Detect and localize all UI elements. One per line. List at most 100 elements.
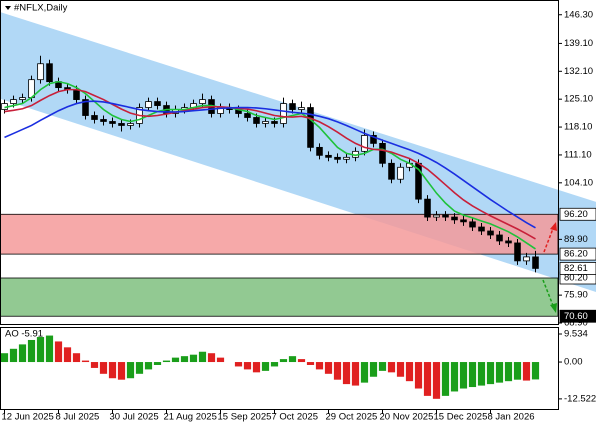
ao-bar — [459, 362, 468, 389]
ao-bar — [369, 362, 378, 377]
candle-body — [199, 99, 206, 104]
x-tick-label: 7 Oct 2025 — [272, 412, 318, 423]
ao-bar — [477, 362, 486, 386]
ao-bar — [333, 362, 342, 380]
price-tag-label: 96.20 — [564, 209, 588, 220]
ao-bar — [216, 357, 225, 363]
y-tick-label: 68.90 — [564, 318, 588, 329]
ao-bar — [531, 362, 540, 380]
price-tag — [559, 207, 596, 221]
ao-bar — [315, 362, 324, 370]
candle-body — [523, 256, 530, 262]
price-tag-label: 82.61 — [564, 263, 588, 274]
y-tick-label: 89.90 — [564, 234, 588, 245]
ao-bar — [522, 362, 531, 381]
candle-body — [91, 115, 98, 120]
ao-bar — [270, 362, 279, 367]
candle-body — [289, 103, 296, 110]
price-frame — [0, 0, 559, 325]
ao-bar — [486, 362, 495, 385]
candle-body — [451, 216, 458, 221]
ao-bar — [18, 344, 27, 363]
candle-body — [379, 142, 386, 164]
price-tag-label: 86.20 — [564, 249, 588, 260]
ao-bar — [99, 362, 108, 374]
ao-bar — [405, 362, 414, 382]
ao-bar — [126, 362, 135, 379]
candle-body — [145, 101, 152, 108]
candle-body — [325, 154, 332, 158]
candle-body — [307, 107, 314, 148]
ao-bar — [450, 362, 459, 392]
price-tag — [559, 309, 596, 323]
ao-bar — [414, 362, 423, 389]
ao-bar — [162, 360, 171, 363]
candle-body — [343, 156, 350, 160]
candle-body — [271, 121, 278, 124]
ao-bar — [261, 362, 270, 371]
candle-body — [100, 119, 107, 122]
x-tick-label: 12 Jun 2025 — [2, 412, 54, 423]
candle-body — [154, 101, 161, 106]
ao-bar — [171, 357, 180, 363]
candle-body — [532, 256, 539, 269]
ao-bar — [0, 353, 9, 363]
x-tick-label: 8 Jul 2025 — [56, 412, 100, 423]
y-tick-label: 146.30 — [564, 9, 593, 20]
ao-bar — [90, 362, 99, 368]
ao-bar — [297, 359, 306, 363]
candle-body — [478, 226, 485, 232]
ao-bar — [513, 362, 522, 380]
candle-body — [460, 219, 467, 223]
ao-bar — [495, 362, 504, 383]
ao-bar — [27, 339, 36, 363]
ao-bar — [72, 353, 81, 363]
y-tick-label: -12.522 — [564, 393, 596, 404]
candle-body — [433, 214, 440, 218]
x-tick-label: 30 Jul 2025 — [110, 412, 159, 423]
candle-body — [127, 123, 134, 126]
ao-bar — [342, 362, 351, 385]
ao-bar — [279, 359, 288, 363]
candle-body — [334, 156, 341, 160]
candle-body — [496, 234, 503, 242]
y-tick-label: 132.10 — [564, 66, 593, 77]
candle-body — [442, 214, 449, 218]
ao-bar — [189, 354, 198, 363]
y-tick-label: 118.10 — [564, 122, 592, 133]
ao-bar — [504, 362, 513, 382]
ao-bar — [36, 337, 45, 363]
arrow-head — [550, 303, 557, 313]
moving-average — [4, 80, 536, 250]
candle-body — [37, 63, 44, 81]
candle-body — [487, 230, 494, 236]
price-tag — [559, 247, 596, 261]
moving-average — [4, 88, 536, 240]
ao-bar — [180, 356, 189, 363]
ao-bar — [135, 362, 144, 374]
candle-body — [298, 107, 305, 110]
arrow-down — [542, 279, 555, 309]
zone — [0, 277, 559, 317]
candle-body — [118, 123, 125, 126]
y-tick-label: 111.10 — [564, 149, 592, 160]
ao-bar — [468, 362, 477, 388]
candle-body — [424, 198, 431, 218]
x-tick-label: 29 Oct 2025 — [326, 412, 378, 423]
ao-bar — [252, 362, 261, 373]
candle-body — [82, 99, 89, 116]
ao-bar — [378, 362, 387, 371]
ao-bar — [198, 351, 207, 363]
ao-frame — [0, 327, 559, 410]
ao-bar — [288, 356, 297, 363]
price-tag-label: 80.20 — [564, 273, 588, 284]
candle-body — [10, 99, 17, 104]
ao-bar — [117, 362, 126, 380]
y-tick-label: 139.10 — [564, 38, 593, 49]
x-tick-label: 21 Aug 2025 — [164, 412, 217, 423]
chart-title: #NFLX,Daily — [14, 3, 68, 14]
candle-body — [262, 121, 269, 124]
ao-bar — [243, 362, 252, 370]
ao-bar — [396, 362, 405, 377]
